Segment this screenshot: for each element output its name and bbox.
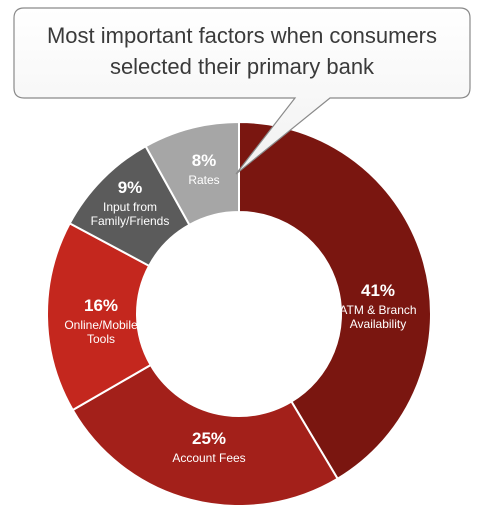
title-callout: Most important factors when consumers se… bbox=[13, 7, 471, 175]
slice-category-label-2-1: Tools bbox=[87, 332, 115, 346]
callout-bubble bbox=[13, 7, 471, 175]
slice-category-label-3-0: Input from bbox=[103, 200, 157, 214]
slice-percent-3: 9% bbox=[118, 178, 143, 197]
chart-title-line-2: selected their primary bank bbox=[110, 54, 375, 79]
slice-percent-2: 16% bbox=[84, 296, 118, 315]
donut-slices bbox=[46, 120, 432, 505]
slice-percent-1: 25% bbox=[192, 429, 226, 448]
slice-category-label-0-0: ATM & Branch bbox=[339, 303, 416, 317]
slice-category-label-3-1: Family/Friends bbox=[91, 214, 170, 228]
donut-hole bbox=[137, 212, 341, 416]
slice-percent-0: 41% bbox=[361, 281, 395, 300]
slice-label-1: 25% Account Fees bbox=[172, 429, 245, 465]
slice-label-4: 8% Rates bbox=[188, 151, 219, 187]
slice-percent-4: 8% bbox=[192, 151, 217, 170]
chart-title-line-1: Most important factors when consumers bbox=[47, 23, 437, 48]
slice-category-label-2-0: Online/Mobile bbox=[64, 318, 138, 332]
slice-category-label-0-1: Availability bbox=[350, 317, 406, 331]
slice-category-label-1-0: Account Fees bbox=[172, 451, 245, 465]
slice-category-label-4-0: Rates bbox=[188, 173, 219, 187]
